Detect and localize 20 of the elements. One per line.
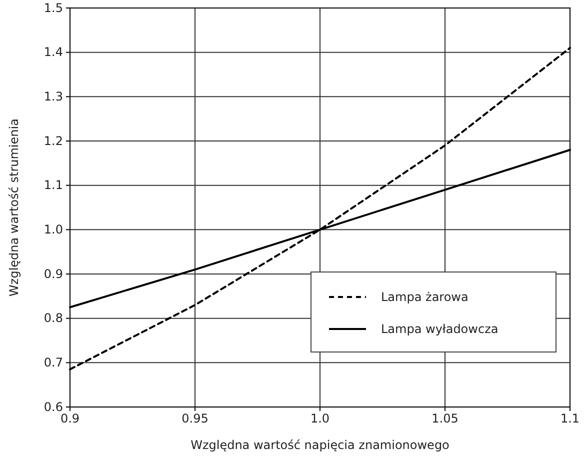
y-tick-label: 0.9 xyxy=(44,266,63,281)
line-series xyxy=(69,46,571,370)
y-axis-title: Względna wartość strumienia xyxy=(7,118,21,296)
y-tick-label: 1.1 xyxy=(44,178,63,192)
x-tick-label: 0.95 xyxy=(182,412,208,426)
legend-label: Lampa wyładowcza xyxy=(381,322,498,336)
y-tick-label: 1.3 xyxy=(44,90,63,104)
x-axis-title: Względna wartość napięcia znamionowego xyxy=(190,438,450,452)
y-tick-label: 1.4 xyxy=(44,45,63,60)
x-tick-label: 1.0 xyxy=(310,412,330,426)
y-tick-label: 1.2 xyxy=(44,134,63,148)
y-tick-label: 1.0 xyxy=(44,222,63,237)
y-tick-label: 1.5 xyxy=(44,0,63,15)
x-tick-label: 0.9 xyxy=(60,412,80,426)
y-tick-label: 0.8 xyxy=(44,311,63,326)
x-tick-label: 1.1 xyxy=(560,412,580,426)
y-tick-label: 0.7 xyxy=(44,356,63,370)
legend-label: Lampa żarowa xyxy=(381,290,468,304)
x-tick-label: 1.05 xyxy=(432,412,458,426)
y-tick-label: 0.6 xyxy=(44,400,63,414)
